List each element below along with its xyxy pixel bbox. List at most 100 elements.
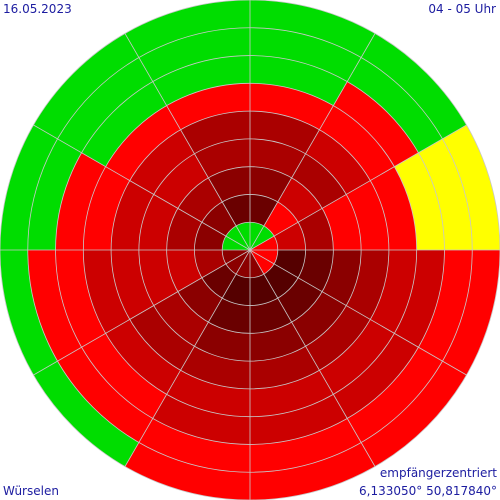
cell-sector-6-ring-0: [222, 250, 250, 264]
cell-sector-2-ring-0: [250, 222, 264, 250]
cell-sector-1-ring-8: [361, 33, 467, 139]
cell-sector-6-ring-8: [0, 250, 58, 375]
cell-sector-7-ring-3: [153, 291, 209, 347]
cell-sector-9-ring-2: [250, 298, 292, 334]
cell-sector-0-ring-3: [322, 194, 362, 250]
cell-sector-11-ring-1: [274, 250, 306, 278]
cell-sector-10-ring-4: [305, 305, 371, 371]
cell-sector-7-ring-2: [177, 277, 223, 323]
cell-sector-11-ring-7: [418, 250, 473, 362]
cell-sector-8-ring-0: [236, 250, 250, 278]
cell-sector-11-ring-0: [250, 250, 278, 264]
cell-sector-10-ring-8: [361, 361, 467, 467]
cell-sector-11-ring-3: [322, 250, 362, 306]
cell-sector-9-ring-5: [250, 370, 334, 417]
grid-radial-1: [249, 124, 467, 251]
grid-radial-11: [249, 249, 467, 376]
mode-label: empfängerzentriert: [379, 466, 497, 480]
cell-sector-11-ring-6: [394, 250, 445, 348]
cell-sector-3-ring-4: [180, 111, 250, 154]
cell-sector-3-ring-0: [236, 222, 250, 250]
cell-sector-2-ring-7: [250, 27, 362, 82]
cell-sector-10-ring-3: [291, 291, 347, 347]
cell-sector-6-ring-2: [166, 250, 202, 292]
cell-sector-8-ring-5: [166, 370, 250, 417]
cell-sector-2-ring-1: [250, 194, 278, 226]
cell-sector-9-ring-7: [250, 418, 362, 473]
cell-sector-4-ring-5: [105, 105, 181, 181]
cell-sector-6-ring-4: [111, 250, 154, 320]
cell-sector-0-ring-8: [442, 125, 500, 250]
cell-sector-9-ring-0: [250, 250, 264, 278]
cell-sector-4-ring-8: [33, 33, 139, 139]
cell-sector-9-ring-8: [250, 442, 375, 500]
cell-sector-8-ring-4: [180, 346, 250, 389]
grid-radial-5: [33, 124, 251, 251]
cell-sector-1-ring-4: [305, 129, 371, 195]
cell-sector-3-ring-7: [138, 27, 250, 82]
cell-sector-5-ring-1: [194, 222, 226, 250]
cell-sector-5-ring-3: [138, 194, 178, 250]
cell-sector-0-ring-5: [370, 166, 417, 250]
cell-sector-5-ring-5: [83, 166, 130, 250]
cell-sector-0-ring-6: [394, 152, 445, 250]
coordinates-label: 6,133050° 50,817840°: [359, 484, 497, 498]
cell-sector-8-ring-3: [194, 322, 250, 362]
cell-sector-5-ring-0: [222, 236, 250, 250]
cell-sector-3-ring-2: [208, 166, 250, 202]
cell-sector-2-ring-3: [250, 138, 306, 178]
cell-sector-0-ring-7: [418, 138, 473, 250]
cell-sector-11-ring-4: [346, 250, 389, 320]
cell-sector-2-ring-2: [250, 166, 292, 202]
cell-sector-0-ring-2: [298, 208, 334, 250]
cell-sector-6-ring-7: [27, 250, 82, 362]
cell-sector-5-ring-2: [166, 208, 202, 250]
cell-sector-1-ring-5: [319, 105, 395, 181]
cell-sector-11-ring-5: [370, 250, 417, 334]
cell-sector-4-ring-0: [225, 225, 250, 250]
cell-sector-4-ring-2: [177, 177, 223, 223]
cell-sector-7-ring-0: [225, 250, 250, 275]
cell-sector-0-ring-1: [274, 222, 306, 250]
hour-range-label: 04 - 05 Uhr: [428, 2, 496, 16]
cell-sector-7-ring-8: [33, 361, 139, 467]
cell-sector-10-ring-7: [347, 347, 443, 443]
date-label: 16.05.2023: [3, 2, 72, 16]
cell-sector-2-ring-6: [250, 55, 348, 106]
grid-radial-10: [249, 249, 376, 467]
cell-sector-9-ring-6: [250, 394, 348, 445]
cell-sector-5-ring-7: [27, 138, 82, 250]
cell-sector-7-ring-5: [105, 319, 181, 395]
cell-sector-0-ring-0: [250, 236, 278, 250]
cell-sector-1-ring-0: [250, 225, 275, 250]
cell-sector-8-ring-1: [222, 274, 250, 306]
cell-sector-9-ring-4: [250, 346, 320, 389]
location-label: Würselen: [3, 484, 59, 498]
cell-sector-4-ring-4: [129, 129, 195, 195]
cell-sector-10-ring-5: [319, 319, 395, 395]
cell-sector-8-ring-2: [208, 298, 250, 334]
cell-sector-5-ring-6: [55, 152, 106, 250]
cell-sector-10-ring-0: [250, 250, 275, 275]
cell-sector-4-ring-7: [57, 57, 153, 153]
cell-sector-11-ring-8: [442, 250, 500, 375]
cell-sector-0-ring-4: [346, 180, 389, 250]
cell-sector-1-ring-1: [263, 201, 299, 237]
grid-radial-2: [249, 33, 376, 251]
cell-sector-7-ring-1: [201, 263, 237, 299]
cell-sector-6-ring-6: [55, 250, 106, 348]
cell-sector-3-ring-8: [125, 0, 250, 58]
cell-sector-8-ring-6: [152, 394, 250, 445]
grid-radial-4: [124, 33, 251, 251]
cell-sector-5-ring-4: [111, 180, 154, 250]
cell-sector-10-ring-2: [277, 277, 323, 323]
cell-sector-1-ring-7: [347, 57, 443, 153]
cell-sector-4-ring-1: [201, 201, 237, 237]
cell-sector-3-ring-6: [152, 55, 250, 106]
cell-sector-4-ring-6: [81, 81, 167, 167]
cell-sector-9-ring-1: [250, 274, 278, 306]
cell-sector-6-ring-3: [138, 250, 178, 306]
cell-sector-1-ring-6: [333, 81, 419, 167]
cell-sector-1-ring-2: [277, 177, 323, 223]
